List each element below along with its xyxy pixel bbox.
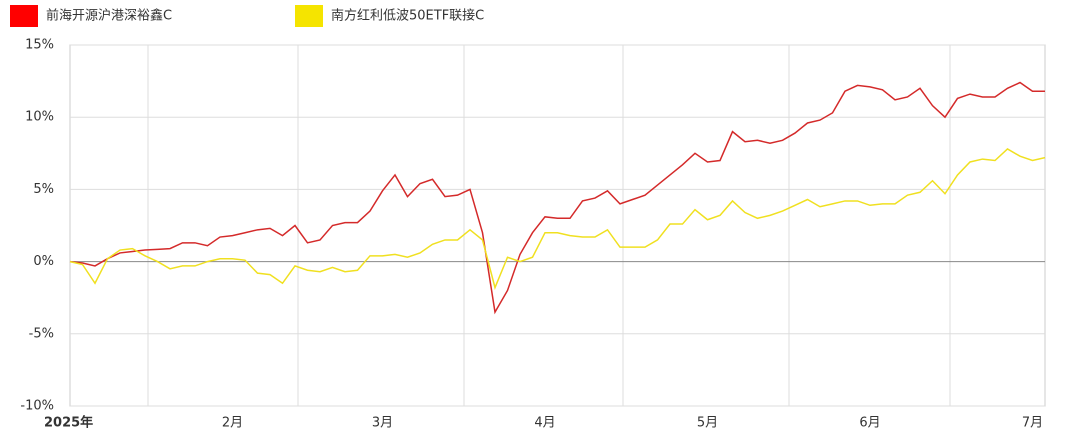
x-tick-label: 3月: [372, 416, 393, 431]
y-tick-label: 10%: [25, 110, 54, 125]
y-tick-label: 0%: [33, 254, 54, 269]
x-tick-label: 2025年: [44, 415, 93, 431]
legend-label: 南方红利低波50ETF联接C: [331, 8, 484, 24]
series-line: [69, 148, 1046, 290]
x-tick-label: 2月: [222, 416, 243, 431]
y-tick-label: -10%: [20, 399, 54, 414]
x-tick-label: 7月: [1022, 416, 1043, 431]
legend-swatch: [295, 5, 323, 27]
x-tick-label: 6月: [859, 416, 880, 431]
legend-swatch: [10, 5, 38, 27]
legend-label: 前海开源沪港深裕鑫C: [46, 8, 172, 24]
x-tick-label: 5月: [697, 416, 718, 431]
y-tick-label: 5%: [33, 182, 54, 197]
x-tick-label: 4月: [534, 416, 555, 431]
series-line: [69, 81, 1045, 315]
y-tick-label: 15%: [25, 38, 54, 53]
y-tick-label: -5%: [29, 326, 54, 341]
